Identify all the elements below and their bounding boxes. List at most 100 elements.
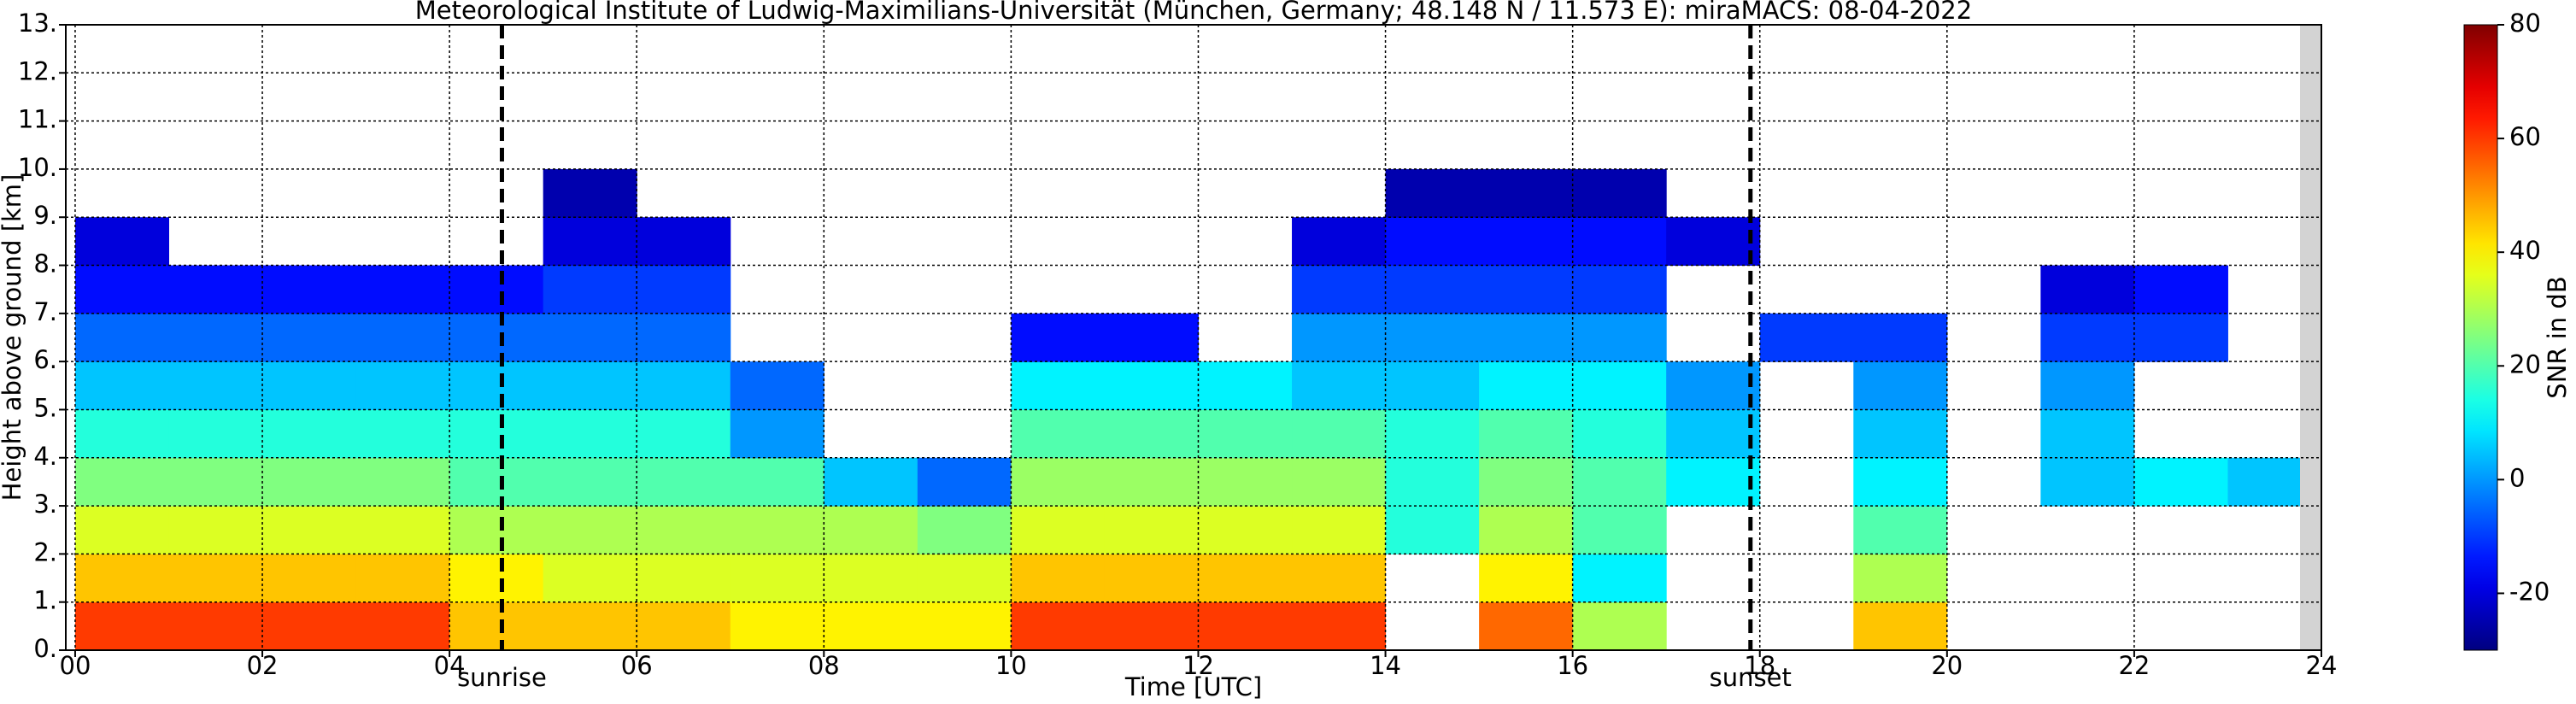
heatmap-cell: [1198, 457, 1293, 507]
heatmap-cell: [1011, 601, 1106, 651]
heatmap-cell: [1385, 217, 1480, 267]
heatmap-cell: [262, 265, 357, 314]
y-tick-label: 1.: [33, 586, 57, 615]
heatmap-cell: [917, 601, 1012, 651]
heatmap-cell: [449, 409, 544, 459]
heatmap-cell: [1479, 217, 1574, 267]
heatmap-cell: [917, 457, 1012, 507]
colorbar-label: SNR in dB: [2543, 276, 2572, 398]
heatmap-cell: [449, 506, 544, 554]
heatmap-cell: [355, 601, 450, 651]
colorbar-tick-label: 80: [2509, 9, 2541, 38]
y-tick-label: 0.: [33, 634, 57, 663]
colorbar-tick-label: 60: [2509, 122, 2541, 151]
heatmap-cell: [74, 601, 169, 651]
heatmap-cell: [730, 361, 824, 410]
heatmap-cell: [1853, 409, 1948, 459]
heatmap-cell: [1104, 409, 1199, 459]
heatmap-cell: [1572, 506, 1667, 554]
y-tick-label: 7.: [33, 297, 57, 326]
heatmap-cell: [637, 217, 731, 267]
colorbar-tick-label: 0: [2509, 463, 2525, 492]
heatmap-cell: [262, 554, 357, 603]
heatmap-cell: [1292, 361, 1387, 410]
heatmap-cell: [1385, 457, 1480, 507]
heatmap-cell: [1479, 361, 1574, 410]
heatmap-cell: [1104, 506, 1199, 554]
heatmap-cell: [1853, 457, 1948, 507]
heatmap-cell: [1572, 409, 1667, 459]
heatmap-cell: [1479, 554, 1574, 603]
heatmap-cell: [1853, 554, 1948, 603]
x-tick-label: 06: [621, 651, 653, 680]
heatmap-cell: [74, 506, 169, 554]
x-tick-label: 04: [434, 651, 466, 680]
heatmap-cell: [449, 601, 544, 651]
heatmap-cell: [1572, 361, 1667, 410]
y-tick-label: 11.: [18, 105, 57, 134]
heatmap-cell: [2040, 265, 2135, 314]
y-tick-label: 9.: [33, 201, 57, 230]
heatmap-cell: [1479, 409, 1574, 459]
heatmap-cell: [1666, 217, 1761, 267]
heatmap-cell: [2040, 361, 2135, 410]
heatmap-cell: [730, 506, 824, 554]
heatmap-cell: [1572, 554, 1667, 603]
heatmap-cell: [1853, 361, 1948, 410]
heatmap-cell: [1385, 313, 1480, 362]
heatmap-cell: [1011, 506, 1106, 554]
heatmap-cell: [1572, 217, 1667, 267]
heatmap-cell: [168, 265, 263, 314]
y-tick-label: 2.: [33, 537, 57, 566]
heatmap-cell: [74, 265, 169, 314]
x-tick-label: 14: [1370, 651, 1401, 680]
x-tick-label: 10: [995, 651, 1027, 680]
heatmap-cell: [637, 409, 731, 459]
event-label: sunrise: [457, 663, 547, 692]
heatmap-cell: [449, 313, 544, 362]
heatmap-cell: [824, 601, 918, 651]
heatmap-cell: [543, 457, 637, 507]
heatmap-cell: [355, 506, 450, 554]
heatmap-cell: [543, 506, 637, 554]
heatmap-cell: [1292, 217, 1387, 267]
y-tick-label: 12.: [18, 56, 57, 85]
x-tick-label: 12: [1182, 651, 1214, 680]
heatmap-cell: [355, 265, 450, 314]
x-tick-label: 16: [1557, 651, 1588, 680]
heatmap-cell: [1292, 554, 1387, 603]
colorbar-tick-label: 20: [2509, 349, 2541, 378]
heatmap-cell: [74, 409, 169, 459]
no-data-region: [2300, 25, 2321, 650]
heatmap-cell: [262, 361, 357, 410]
heatmap-cell: [637, 457, 731, 507]
x-tick-label: 20: [1931, 651, 1963, 680]
heatmap-cell: [1104, 554, 1199, 603]
heatmap-cell: [1011, 554, 1106, 603]
heatmap-cell: [1572, 313, 1667, 362]
heatmap-cell: [1385, 409, 1480, 459]
heatmap-cell: [1385, 265, 1480, 314]
heatmap-cell: [824, 457, 918, 507]
heatmap-cell: [1292, 506, 1387, 554]
heatmap-cell: [1385, 361, 1480, 410]
heatmap-cell: [449, 361, 544, 410]
heatmap-cell: [1385, 168, 1480, 218]
heatmap-cell: [1292, 409, 1387, 459]
heatmap-cell: [637, 554, 731, 603]
heatmap-cell: [1479, 168, 1574, 218]
heatmap-cell: [74, 361, 169, 410]
heatmap-cell: [1104, 313, 1199, 362]
heatmap-cell: [1011, 409, 1106, 459]
y-tick-label: 10.: [18, 153, 57, 182]
y-axis-label: Height above ground [km]: [0, 174, 26, 502]
heatmap-cell: [168, 506, 263, 554]
heatmap-cell: [1198, 554, 1293, 603]
heatmap-cell: [2133, 265, 2228, 314]
heatmap-cell: [262, 313, 357, 362]
heatmap-cell: [355, 409, 450, 459]
heatmap-cell: [637, 313, 731, 362]
y-tick-label: 3.: [33, 490, 57, 519]
heatmap-cell: [543, 361, 637, 410]
heatmap-cell: [449, 554, 544, 603]
